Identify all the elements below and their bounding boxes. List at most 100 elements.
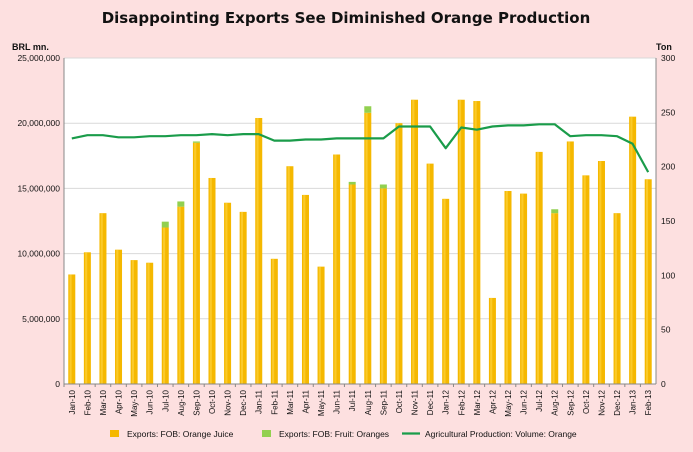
x-tick-label: Nov-10 — [224, 389, 233, 415]
bar-orange-juice-highlight — [474, 101, 477, 385]
x-tick-label: Mar-11 — [286, 389, 295, 414]
bar-orange-juice — [629, 116, 637, 385]
bar-orange-juice — [224, 202, 232, 384]
bar-orange-juice — [644, 179, 652, 384]
bar-fruit-oranges — [379, 184, 387, 189]
x-tick-label: Oct-10 — [208, 389, 217, 414]
bar-orange-juice — [115, 249, 123, 384]
legend-orange-production-label: Agricultural Production: Volume: Orange — [425, 429, 577, 439]
bar-orange-juice — [177, 206, 185, 384]
bar-orange-juice-highlight — [163, 227, 166, 384]
bar-orange-juice — [317, 266, 325, 384]
legend-orange-juice-label: Exports: FOB: Orange Juice — [127, 429, 234, 439]
bar-orange-juice-highlight — [645, 179, 649, 384]
bar-orange-juice — [504, 191, 512, 384]
bar-orange-juice — [613, 213, 621, 384]
x-tick-label: Jun-12 — [520, 389, 529, 414]
bar-orange-juice-highlight — [69, 274, 72, 384]
bar-orange-juice — [597, 161, 605, 384]
x-tick-label: Jan-12 — [442, 389, 451, 414]
left-tick-label: 10,000,000 — [17, 249, 60, 259]
bar-orange-juice-highlight — [240, 211, 244, 384]
bar-fruit-oranges — [161, 221, 169, 228]
bar-orange-juice-highlight — [334, 154, 337, 384]
x-tick-label: Jul-10 — [161, 389, 170, 411]
x-tick-label: Aug-12 — [551, 389, 560, 415]
bar-orange-juice-highlight — [583, 175, 586, 384]
bar-orange-juice-highlight — [100, 213, 103, 384]
legend: Exports: FOB: Orange Juice Exports: FOB: … — [110, 429, 577, 439]
x-tick-label: Dec-10 — [239, 389, 248, 415]
bar-orange-juice — [239, 211, 247, 384]
bar-orange-juice — [348, 184, 356, 384]
x-tick-label: Feb-13 — [644, 389, 653, 415]
bar-orange-juice-highlight — [552, 213, 555, 384]
bar-orange-juice-highlight — [349, 184, 353, 384]
bar-orange-juice-highlight — [194, 142, 197, 384]
x-tick-label: Apr-10 — [115, 389, 124, 414]
bar-orange-juice-highlight — [568, 141, 571, 384]
x-tick-label: Jul-11 — [348, 389, 357, 411]
bar-orange-juice — [535, 151, 543, 384]
legend-fruit-oranges-label: Exports: FOB: Fruit: Oranges — [279, 429, 389, 439]
bar-orange-juice-highlight — [318, 266, 321, 384]
right-tick-label: 0 — [661, 379, 666, 389]
bar-orange-juice-highlight — [459, 99, 462, 384]
bar-orange-juice — [208, 177, 216, 384]
bar-orange-juice-highlight — [443, 198, 446, 384]
bar-orange-juice — [379, 188, 387, 384]
bar-orange-juice — [130, 260, 138, 384]
x-tick-label: Dec-11 — [426, 389, 435, 415]
x-tick-label: Mar-12 — [473, 389, 482, 415]
x-tick-label: Mar-10 — [99, 389, 108, 415]
x-tick-label: Jun-10 — [146, 389, 155, 414]
bar-orange-juice — [551, 213, 559, 384]
bar-orange-juice-highlight — [490, 297, 493, 384]
x-tick-label: Sep-11 — [379, 389, 388, 415]
bar-orange-juice-highlight — [630, 116, 633, 385]
bar-orange-juice — [255, 117, 263, 384]
x-tick-label: Apr-12 — [488, 389, 497, 414]
x-tick-label: Jul-12 — [535, 389, 544, 411]
bar-orange-juice — [395, 123, 403, 384]
right-axis-unit: Ton — [656, 42, 672, 52]
bar-orange-juice — [333, 154, 341, 384]
line-layer — [71, 123, 650, 173]
bar-orange-juice-highlight — [287, 166, 290, 384]
bar-orange-juice-highlight — [272, 258, 275, 384]
left-tick-label: 0 — [55, 379, 60, 389]
axis-layer: 0 5,000,000 10,000,000 15,000,000 20,000,000… — [17, 53, 675, 417]
bar-orange-juice — [161, 227, 169, 384]
bar-orange-juice-highlight — [116, 249, 119, 384]
x-tick-label: Apr-11 — [301, 389, 310, 413]
bar-fruit-oranges — [551, 209, 559, 214]
x-tick-label: Jan-11 — [255, 389, 264, 413]
bar-orange-juice-highlight — [365, 112, 368, 384]
left-tick-label: 5,000,000 — [22, 314, 60, 324]
bar-orange-juice — [442, 198, 450, 384]
x-tick-label: Sep-12 — [566, 389, 575, 415]
x-tick-label: Feb-11 — [270, 389, 279, 414]
bar-fruit-oranges — [348, 181, 356, 185]
x-tick-label: May-11 — [317, 389, 326, 416]
left-tick-label: 25,000,000 — [17, 53, 60, 63]
bar-orange-juice — [364, 112, 372, 384]
bar-orange-juice — [192, 142, 200, 384]
legend-fruit-oranges-swatch — [262, 430, 271, 437]
bar-orange-juice-highlight — [427, 163, 430, 384]
right-tick-label: 50 — [661, 325, 671, 335]
bar-orange-juice-highlight — [396, 123, 399, 384]
bar-orange-juice-highlight — [381, 188, 384, 384]
bar-orange-juice — [411, 99, 419, 384]
line-orange-production — [71, 123, 650, 173]
bar-orange-juice-highlight — [505, 191, 508, 384]
bar-orange-juice-highlight — [147, 262, 150, 384]
x-tick-label: Oct-12 — [582, 389, 591, 414]
bar-layer — [68, 99, 652, 385]
bar-orange-juice — [457, 99, 465, 384]
bar-orange-juice-highlight — [599, 161, 602, 384]
bar-orange-juice — [301, 194, 309, 384]
x-tick-label: Jan-10 — [68, 389, 77, 414]
